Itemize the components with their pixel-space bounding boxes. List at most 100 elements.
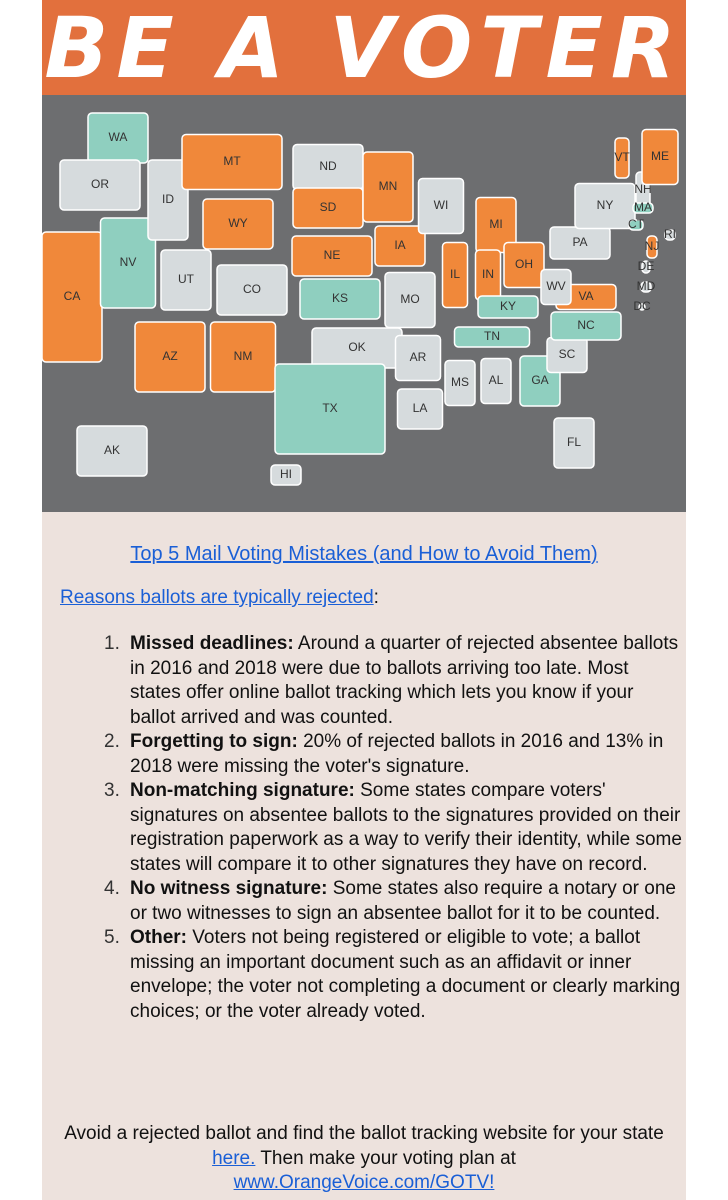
state-label: OR (91, 177, 109, 191)
item-number: 1. (104, 633, 120, 654)
title-link[interactable]: Top 5 Mail Voting Mistakes (and How to A… (130, 543, 598, 565)
item-heading: Missed deadlines: (130, 633, 294, 654)
list-item: 2. Forgetting to sign: 20% of rejected ba… (42, 730, 682, 779)
state-label: SC (559, 347, 576, 361)
item-heading: Forgetting to sign: (130, 731, 298, 752)
item-text: 20% of rejected ballots in 2016 and 13% … (130, 731, 664, 777)
state-label: KS (332, 291, 348, 305)
article: Top 5 Mail Voting Mistakes (and How to A… (42, 512, 686, 1200)
state-label: UT (178, 272, 195, 286)
state-shape (270, 464, 302, 486)
state-label: AZ (162, 349, 177, 363)
state-label: MD (637, 279, 656, 293)
state-shape (291, 235, 373, 277)
state-shape (202, 198, 274, 250)
state-label: AL (489, 373, 504, 387)
list-item: 3. Non-matching signature: Some states co… (42, 779, 682, 877)
state-label: MN (379, 179, 398, 193)
footer-link[interactable]: here. (212, 1147, 256, 1169)
item-text: Some states also require a notary or one… (130, 878, 676, 924)
article-title: Top 5 Mail Voting Mistakes (and How to A… (42, 542, 686, 567)
state-label: NE (324, 248, 341, 262)
state-label: MA (634, 200, 652, 214)
item-number: 2. (104, 731, 120, 752)
state-shape (394, 334, 442, 382)
state-label: NM (234, 349, 253, 363)
list-item: 4. No witness signature: Some states also… (42, 877, 682, 926)
state-shape (274, 363, 386, 455)
state-shape (480, 357, 512, 405)
state-label: NJ (645, 239, 660, 253)
state-shape (76, 425, 148, 477)
state-label: WY (228, 216, 247, 230)
item-number: 4. (104, 878, 120, 899)
state-label: DC (633, 299, 651, 313)
state-shape (441, 241, 469, 309)
state-label: DE (638, 259, 655, 273)
state-label: SD (320, 200, 337, 214)
state-shape (640, 281, 652, 293)
state-label: OK (348, 340, 365, 354)
item-text: Around a quarter of rejected absentee ba… (130, 633, 679, 728)
state-label: TN (484, 329, 500, 343)
state-label: KY (500, 299, 516, 313)
state-label: AK (104, 443, 120, 457)
state-label: VA (578, 289, 593, 303)
item-text: Some states compare voters' signatures o… (130, 780, 682, 875)
footer-link[interactable]: www.OrangeVoice.com/GOTV! (233, 1172, 495, 1193)
state-label: ID (162, 192, 174, 206)
state-label: NY (597, 198, 614, 212)
item-number: 3. (104, 780, 120, 801)
state-label: IL (450, 267, 460, 281)
state-shape (453, 326, 531, 348)
state-shape (99, 217, 157, 309)
state-label: ME (651, 149, 669, 163)
item-text: Voters not being registered or eligible … (130, 927, 681, 1022)
state-shape (628, 219, 644, 231)
state-shape (147, 159, 189, 241)
item-heading: No witness signature: (130, 878, 328, 899)
state-shape (374, 225, 426, 267)
state-shape (59, 159, 141, 211)
state-shape (664, 229, 676, 241)
state-shape (503, 241, 545, 289)
state-label: VT (614, 150, 630, 164)
mistake-list: 1. Missed deadlines: Around a quarter of … (42, 632, 682, 1024)
state-label: ND (319, 159, 337, 173)
list-item: 5. Other: Voters not being registered or … (42, 926, 682, 1024)
state-shape (550, 311, 622, 341)
state-label: WI (434, 198, 449, 212)
state-shape (134, 321, 206, 393)
state-label: FL (567, 435, 581, 449)
state-shape (216, 264, 288, 316)
state-label: WA (109, 130, 128, 144)
item-number: 5. (104, 927, 120, 948)
state-shape (632, 202, 654, 214)
state-label: CO (243, 282, 261, 296)
intro-link[interactable]: Reasons ballots are typically rejected (60, 587, 374, 608)
state-label: MT (223, 154, 241, 168)
footer-text: Avoid a rejected ballot and find the bal… (64, 1123, 664, 1144)
state-label: OH (515, 257, 533, 271)
state-shape (160, 249, 212, 311)
footer: Avoid a rejected ballot and find the bal… (62, 1122, 666, 1196)
state-shape (362, 151, 414, 223)
intro-text: : (373, 587, 379, 608)
intro: Reasons ballots are typically rejected: (60, 586, 379, 611)
item-heading: Non-matching signature: (130, 780, 355, 801)
state-label: WV (546, 279, 565, 293)
banner-title: BE A VOTER (44, 0, 684, 97)
state-label: AR (410, 350, 427, 364)
state-shape (417, 177, 465, 235)
state-label: MI (489, 217, 502, 231)
state-shape (299, 278, 381, 320)
state-shape (641, 128, 679, 186)
state-label: CA (64, 289, 81, 303)
state-shape (396, 388, 444, 430)
state-shape (384, 271, 436, 329)
state-label: NC (577, 318, 595, 332)
state-label: IA (394, 238, 405, 252)
state-label: LA (413, 401, 428, 415)
state-shape (638, 303, 646, 311)
